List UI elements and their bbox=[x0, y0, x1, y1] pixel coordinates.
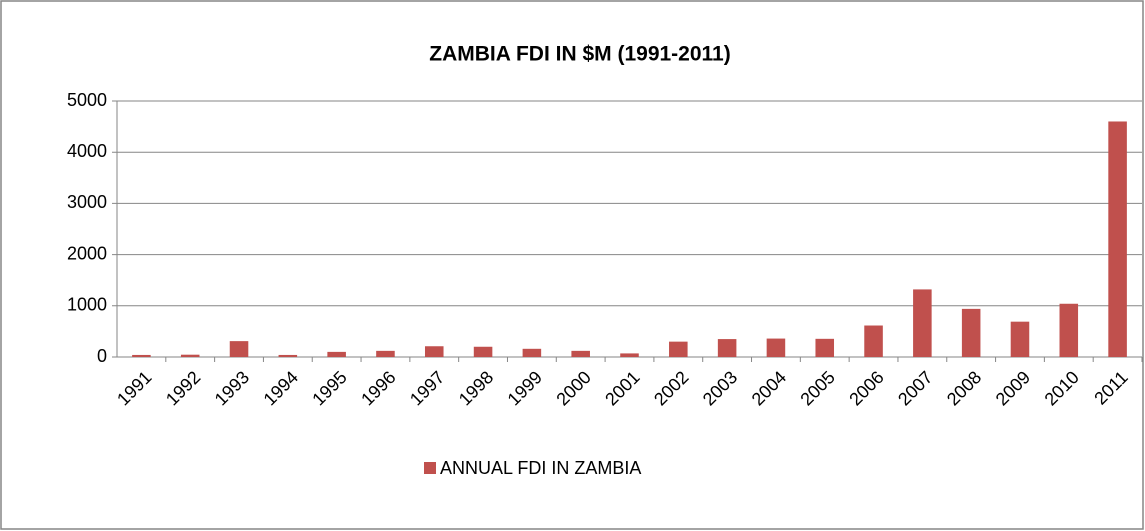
bar bbox=[1108, 121, 1127, 357]
bar bbox=[376, 350, 395, 357]
bar bbox=[278, 354, 298, 357]
bar bbox=[522, 348, 542, 357]
bar bbox=[229, 341, 249, 357]
bar bbox=[571, 350, 590, 357]
bar bbox=[961, 308, 981, 357]
bar bbox=[132, 354, 151, 357]
y-tick-label: 3000 bbox=[67, 192, 107, 212]
y-tick-label: 5000 bbox=[67, 90, 107, 110]
legend-label: ANNUAL FDI IN ZAMBIA bbox=[440, 458, 641, 478]
bar bbox=[620, 353, 639, 357]
bar bbox=[473, 346, 493, 357]
bar bbox=[864, 325, 883, 357]
chart-title: ZAMBIA FDI IN $M (1991-2011) bbox=[429, 43, 730, 66]
y-tick-label: 2000 bbox=[67, 243, 107, 263]
y-tick-label: 1000 bbox=[67, 295, 107, 315]
bar bbox=[1059, 303, 1079, 357]
bar bbox=[424, 346, 444, 357]
legend-swatch bbox=[424, 462, 436, 474]
bar bbox=[180, 354, 200, 357]
bar bbox=[815, 338, 835, 357]
y-tick-label: 4000 bbox=[67, 141, 107, 161]
y-tick-label: 0 bbox=[97, 346, 107, 366]
bar bbox=[913, 289, 932, 357]
bar bbox=[1010, 321, 1030, 357]
bar bbox=[766, 338, 786, 357]
bar bbox=[717, 339, 737, 357]
bar bbox=[669, 341, 688, 357]
bar bbox=[327, 351, 346, 357]
